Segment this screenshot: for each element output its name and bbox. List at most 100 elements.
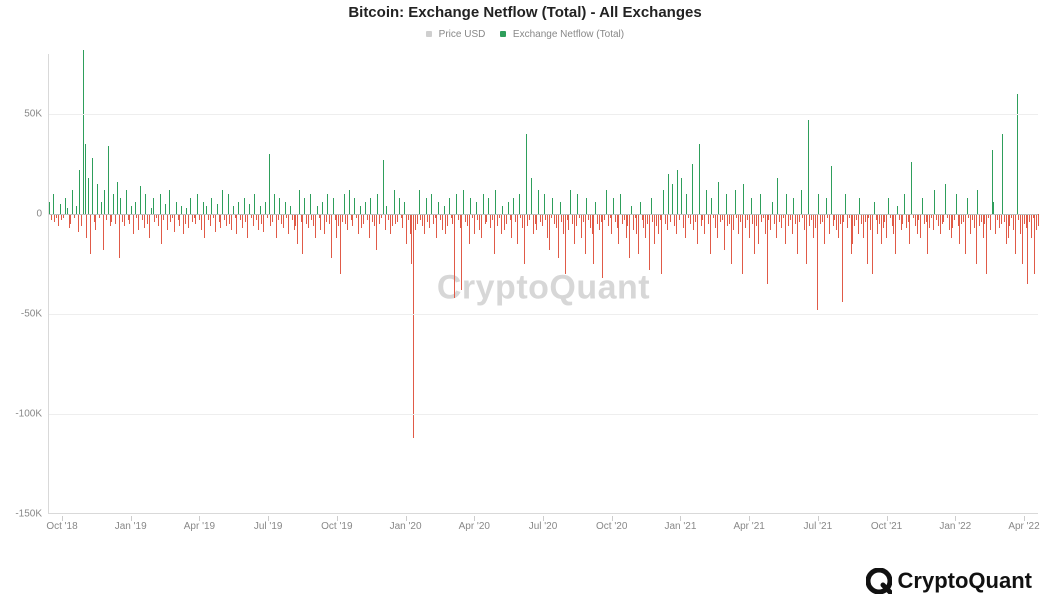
netflow-bar — [867, 214, 868, 264]
netflow-bar — [111, 214, 112, 222]
netflow-bar — [104, 190, 105, 214]
netflow-bar — [402, 214, 403, 228]
netflow-bar — [226, 214, 227, 226]
netflow-bar — [456, 194, 457, 214]
netflow-bar — [349, 190, 350, 214]
netflow-bar — [444, 206, 445, 214]
netflow-bar — [108, 146, 109, 214]
netflow-bar — [786, 194, 787, 214]
netflow-bar — [965, 214, 966, 254]
netflow-bar — [776, 214, 777, 238]
netflow-bar — [524, 214, 525, 264]
legend-swatch-netflow — [500, 31, 506, 37]
netflow-bar — [347, 214, 348, 230]
netflow-bar — [354, 198, 355, 214]
netflow-bar — [501, 214, 502, 234]
netflow-bar — [717, 214, 718, 238]
netflow-bar — [101, 202, 102, 214]
netflow-bar — [269, 154, 270, 214]
legend-swatch-price — [426, 31, 432, 37]
x-tick-label: Apr '21 — [733, 521, 764, 532]
netflow-bar — [167, 214, 168, 230]
netflow-bar — [454, 214, 455, 298]
netflow-bar — [670, 214, 671, 222]
netflow-bar — [934, 190, 935, 214]
netflow-bar — [288, 214, 289, 234]
x-tick-label: Jul '19 — [254, 521, 283, 532]
netflow-bar — [911, 162, 912, 214]
netflow-bar — [511, 214, 512, 238]
netflow-bar — [274, 194, 275, 214]
netflow-bar — [549, 214, 550, 250]
netflow-bar — [629, 214, 630, 258]
y-tick-label: 50K — [24, 109, 42, 120]
chart-title: Bitcoin: Exchange Netflow (Total) - All … — [0, 0, 1050, 21]
netflow-bar — [1001, 214, 1002, 224]
netflow-bar — [469, 214, 470, 244]
netflow-bar — [404, 202, 405, 214]
netflow-bar — [188, 214, 189, 228]
netflow-bar — [320, 214, 321, 230]
netflow-bar — [538, 190, 539, 214]
netflow-bar — [360, 206, 361, 214]
netflow-bar — [676, 214, 677, 234]
x-tick-label: Oct '21 — [871, 521, 902, 532]
netflow-bar — [145, 194, 146, 214]
netflow-bar — [686, 194, 687, 214]
netflow-bar — [481, 214, 482, 238]
netflow-bar — [363, 214, 364, 224]
netflow-bar — [751, 198, 752, 214]
netflow-bar — [297, 214, 298, 244]
netflow-bar — [86, 214, 87, 238]
netflow-bar — [92, 158, 93, 214]
netflow-bar — [244, 198, 245, 214]
x-tick-label: Jan '22 — [939, 521, 971, 532]
netflow-bar — [897, 206, 898, 214]
netflow-bar — [117, 182, 118, 214]
netflow-bar — [1017, 94, 1018, 214]
netflow-bar — [254, 194, 255, 214]
netflow-bar — [327, 194, 328, 214]
netflow-bar — [377, 194, 378, 214]
netflow-bar — [258, 214, 259, 230]
netflow-bar — [904, 194, 905, 214]
netflow-bar — [124, 214, 125, 226]
legend-item-netflow: Exchange Netflow (Total) — [500, 29, 624, 40]
netflow-bar — [726, 194, 727, 214]
netflow-bar — [342, 214, 343, 222]
netflow-bar — [60, 204, 61, 214]
netflow-bar — [190, 198, 191, 214]
netflow-bar — [640, 202, 641, 214]
x-tick-label: Oct '19 — [321, 521, 352, 532]
netflow-bar — [103, 214, 104, 250]
netflow-bar — [215, 214, 216, 232]
netflow-bar — [431, 194, 432, 214]
netflow-bar — [526, 134, 527, 214]
netflow-bar — [577, 194, 578, 214]
netflow-bar — [210, 214, 211, 226]
netflow-bar — [419, 190, 420, 214]
netflow-bar — [486, 214, 487, 222]
netflow-bar — [697, 214, 698, 244]
netflow-bar — [85, 144, 86, 214]
netflow-bar — [956, 194, 957, 214]
netflow-bar — [78, 214, 79, 232]
netflow-bar — [49, 202, 50, 214]
netflow-bar — [308, 214, 309, 228]
netflow-bar — [470, 198, 471, 214]
netflow-bar — [733, 214, 734, 230]
netflow-bar — [488, 198, 489, 214]
netflow-bar — [808, 120, 809, 214]
netflow-bar — [352, 214, 353, 226]
legend-label-price: Price USD — [439, 29, 486, 40]
netflow-bar — [463, 190, 464, 214]
netflow-bar — [699, 144, 700, 214]
netflow-bar — [874, 202, 875, 214]
netflow-bar — [131, 206, 132, 214]
netflow-bar — [663, 190, 664, 214]
netflow-bar — [88, 178, 89, 214]
netflow-bar — [685, 214, 686, 238]
y-tick-label: -150K — [15, 509, 42, 520]
netflow-bar — [169, 190, 170, 214]
netflow-bar — [777, 178, 778, 214]
